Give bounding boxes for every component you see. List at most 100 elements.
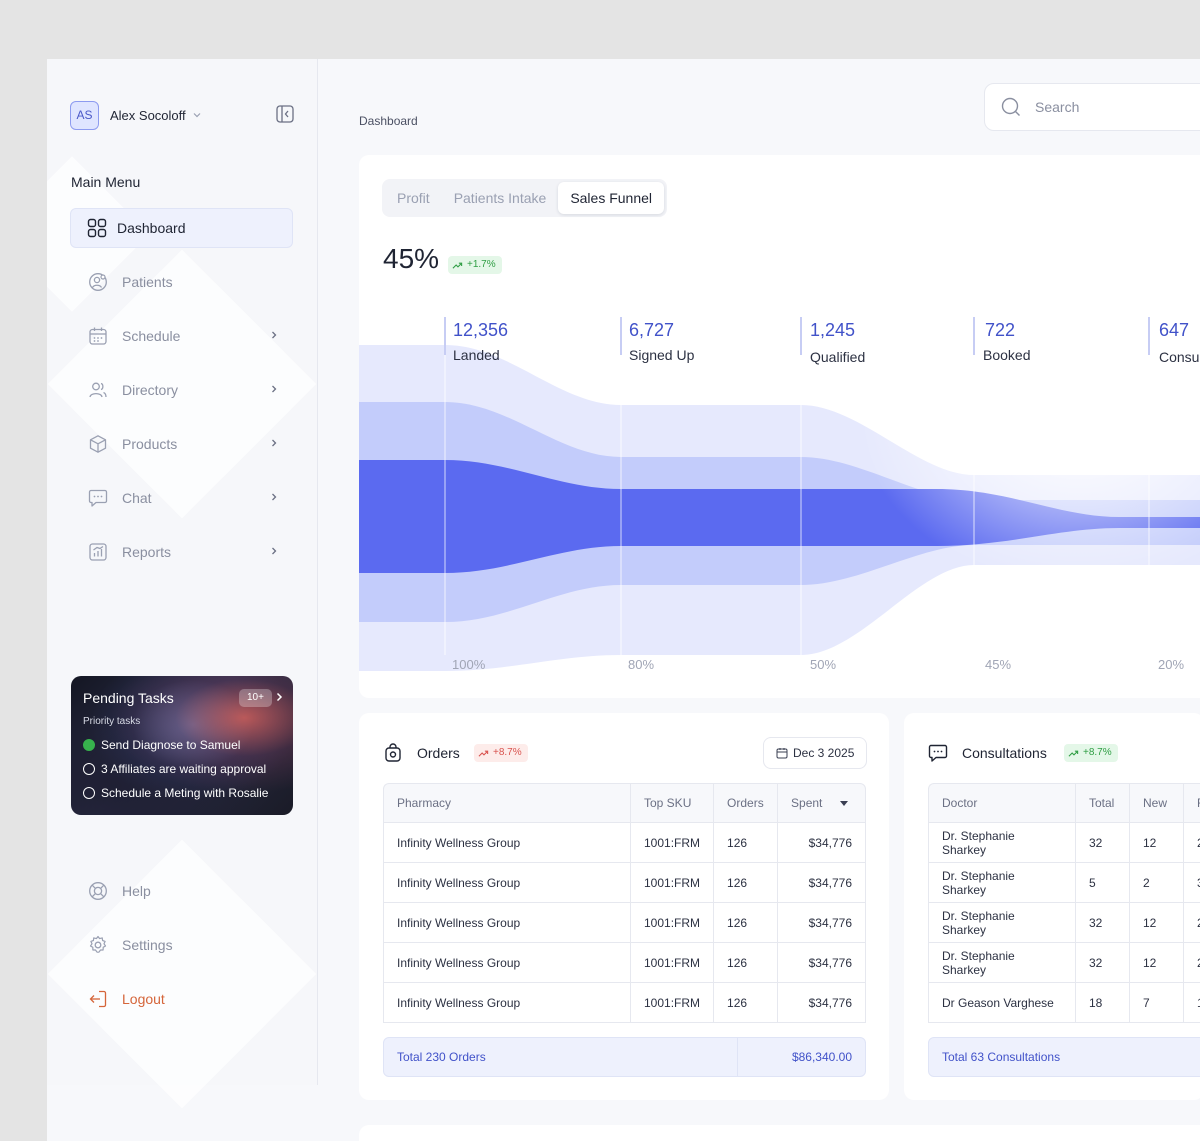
column-header-total[interactable]: Total (1075, 783, 1129, 823)
chevron-right-icon[interactable] (274, 692, 284, 702)
column-header-pharmacy[interactable]: Pharmacy (383, 783, 630, 823)
column-header-followup[interactable]: F (1183, 783, 1200, 823)
consultations-header: Consultations (928, 742, 1047, 764)
cell-pharmacy: Infinity Wellness Group (383, 983, 630, 1023)
task-checkbox[interactable] (83, 787, 95, 799)
cell-orders: 126 (713, 903, 778, 943)
sidebar-item-settings[interactable]: Settings (70, 925, 293, 965)
user-name: Alex Socoloff (110, 107, 186, 123)
task-item[interactable]: Send Diagnose to Samuel (83, 738, 240, 752)
priority-tasks-label: Priority tasks (83, 716, 141, 727)
date-picker-button[interactable]: Dec 3 2025 (763, 737, 868, 769)
sort-desc-icon[interactable] (840, 801, 849, 807)
sidebar-item-help[interactable]: Help (70, 871, 293, 911)
cell-total: 32 (1075, 943, 1129, 983)
search-input[interactable] (1035, 99, 1185, 115)
sidebar-item-reports[interactable]: Reports (70, 532, 293, 572)
task-item[interactable]: Schedule a Meting with Rosalie (83, 786, 268, 800)
stage-label: Landed (453, 347, 500, 363)
orders-table: Pharmacy Top SKU Orders Spent Infinity W… (383, 783, 866, 1023)
table-row[interactable]: Infinity Wellness Group 1001:FRM 126 $34,77… (383, 983, 866, 1023)
task-text: Schedule a Meting with Rosalie (101, 786, 269, 800)
stage-label: Consu (1159, 349, 1200, 365)
orders-total-row: Total 230 Orders $86,340.00 (383, 1037, 866, 1077)
sidebar-item-logout[interactable]: Logout (70, 979, 293, 1019)
cell-spent: $34,776 (777, 983, 866, 1023)
table-row[interactable]: Dr Geason Varghese1871 (928, 983, 1200, 1023)
stage-percent: 100% (452, 657, 486, 672)
cell-total: 18 (1075, 983, 1129, 1023)
gear-icon (88, 935, 108, 955)
pending-tasks-card[interactable]: Pending Tasks 10+ Priority tasks Send Di… (71, 676, 293, 815)
calendar-icon (776, 748, 788, 759)
orders-card: Orders +8.7% Dec 3 2025 Pharmacy Top SKU… (359, 713, 889, 1100)
calendar-icon (88, 326, 108, 346)
column-header-doctor[interactable]: Doctor (928, 783, 1075, 823)
search-icon (1001, 97, 1020, 116)
sidebar-item-label: Products (122, 436, 178, 452)
sidebar-item-products[interactable]: Products (70, 424, 293, 464)
cell-followup: 2 (1183, 943, 1200, 983)
sidebar-item-label: Chat (122, 490, 152, 506)
main-nav: Dashboard Patients Schedule Directory Pr… (70, 208, 293, 586)
sidebar-item-dashboard[interactable]: Dashboard (70, 208, 293, 248)
sidebar-item-directory[interactable]: Directory (70, 370, 293, 410)
date-value: Dec 3 2025 (793, 746, 855, 760)
cell-sku: 1001:FRM (630, 943, 714, 983)
column-header-top-sku[interactable]: Top SKU (630, 783, 714, 823)
table-row[interactable]: Infinity Wellness Group 1001:FRM 126 $34,77… (383, 943, 866, 983)
chevron-right-icon (272, 547, 277, 555)
cell-doctor: Dr. Stephanie Sharkey (928, 943, 1075, 983)
user-menu[interactable]: AS Alex Socoloff (70, 100, 294, 130)
task-done-indicator (83, 739, 95, 751)
cell-spent: $34,776 (777, 943, 866, 983)
table-row[interactable]: Dr. Stephanie Sharkey32122 (928, 823, 1200, 863)
search-box[interactable] (984, 83, 1200, 131)
table-row[interactable]: Infinity Wellness Group 1001:FRM 126 $34,77… (383, 903, 866, 943)
task-checkbox[interactable] (83, 763, 95, 775)
column-header-spent[interactable]: Spent (777, 783, 866, 823)
stage-value: 6,727 (629, 320, 675, 340)
cell-sku: 1001:FRM (630, 823, 714, 863)
chat-icon (88, 488, 108, 508)
task-text: Send Diagnose to Samuel (101, 738, 241, 752)
orders-title: Orders (417, 745, 460, 761)
cell-sku: 1001:FRM (630, 903, 714, 943)
table-row[interactable]: Dr. Stephanie Sharkey32122 (928, 903, 1200, 943)
sidebar-item-label: Schedule (122, 328, 181, 344)
stage-label: Booked (983, 347, 1031, 363)
cell-doctor: Dr. Stephanie Sharkey (928, 863, 1075, 903)
cell-pharmacy: Infinity Wellness Group (383, 823, 630, 863)
table-row[interactable]: Dr. Stephanie Sharkey523 (928, 863, 1200, 903)
task-item[interactable]: 3 Affiliates are waiting approval (83, 762, 266, 776)
sidebar-item-schedule[interactable]: Schedule (70, 316, 293, 356)
tab-sales-funnel[interactable]: Sales Funnel (558, 182, 665, 214)
app-window: AS Alex Socoloff Main Menu Dashboard Pat… (47, 59, 1200, 1141)
tab-patients-intake[interactable]: Patients Intake (453, 190, 547, 206)
stage-percent: 80% (628, 657, 655, 672)
tab-profit[interactable]: Profit (397, 190, 430, 206)
sidebar-item-patients[interactable]: Patients (70, 262, 293, 302)
cell-followup: 2 (1183, 903, 1200, 943)
orders-delta-badge: +8.7% (474, 744, 528, 762)
column-header-orders[interactable]: Orders (713, 783, 778, 823)
consultations-card: Consultations +8.7% Doctor Total New F D… (904, 713, 1200, 1100)
cell-pharmacy: Infinity Wellness Group (383, 863, 630, 903)
breadcrumb[interactable]: Dashboard (359, 114, 418, 128)
table-header-row: Pharmacy Top SKU Orders Spent (383, 783, 866, 823)
table-row[interactable]: Infinity Wellness Group 1001:FRM 126 $34,77… (383, 863, 866, 903)
table-row[interactable]: Dr. Stephanie Sharkey32122 (928, 943, 1200, 983)
column-header-new[interactable]: New (1129, 783, 1183, 823)
cell-sku: 1001:FRM (630, 983, 714, 1023)
orders-total-label: Total 230 Orders (384, 1038, 738, 1076)
trend-up-icon (1068, 750, 1079, 757)
sidebar-collapse-icon[interactable] (276, 105, 294, 123)
cell-doctor: Dr. Stephanie Sharkey (928, 823, 1075, 863)
table-header-row: Doctor Total New F (928, 783, 1200, 823)
table-row[interactable]: Infinity Wellness Group 1001:FRM 126 $34,77… (383, 823, 866, 863)
users-icon (88, 380, 108, 400)
funnel-chart (359, 245, 1200, 671)
sidebar-item-chat[interactable]: Chat (70, 478, 293, 518)
stage-value: 647 (1159, 320, 1190, 340)
cell-new: 2 (1129, 863, 1183, 903)
